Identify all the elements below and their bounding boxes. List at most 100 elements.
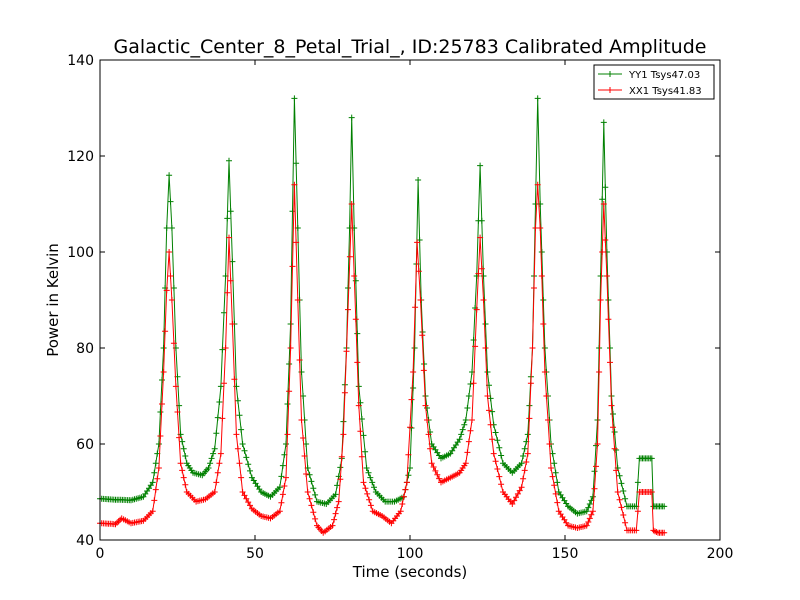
data-point (477, 162, 484, 169)
data-point (420, 367, 427, 374)
data-point (224, 215, 231, 222)
data-point (489, 436, 496, 443)
data-point (608, 402, 615, 409)
data-point (405, 472, 412, 479)
data-point (363, 465, 370, 471)
data-point (340, 431, 347, 438)
data-point (417, 297, 424, 303)
data-point (552, 490, 559, 497)
data-point (402, 486, 409, 493)
data-point (207, 460, 214, 467)
data-point (583, 508, 590, 515)
data-point (602, 184, 609, 191)
data-point (338, 453, 345, 460)
data-point (281, 483, 288, 489)
data-point (459, 426, 466, 433)
series-1 (97, 181, 668, 536)
data-point (498, 481, 505, 488)
data-point (360, 479, 367, 486)
data-point (213, 479, 220, 486)
data-point (170, 285, 177, 291)
data-point (312, 491, 319, 498)
data-point (610, 424, 616, 431)
data-point (236, 412, 243, 419)
data-point (634, 508, 641, 515)
x-tick-label: 100 (397, 546, 424, 562)
legend-marker (607, 87, 613, 93)
data-point (300, 435, 307, 441)
plot-area (97, 95, 668, 536)
data-point (239, 489, 246, 495)
data-point (364, 490, 371, 497)
data-point (304, 489, 311, 495)
legend-label: YY1 Tsys47.03 (628, 70, 700, 81)
data-point (352, 316, 359, 323)
data-point (289, 208, 296, 215)
data-point (166, 249, 173, 255)
data-point (403, 479, 410, 486)
data-point (163, 225, 170, 231)
data-point (599, 249, 606, 255)
y-axis-label: Power in Kelvin (44, 243, 62, 357)
data-point (430, 464, 437, 470)
data-point (614, 489, 621, 495)
data-point (211, 445, 218, 452)
data-point (174, 409, 181, 415)
y-tick-label: 100 (67, 245, 94, 261)
data-point (211, 489, 218, 495)
data-point (478, 265, 485, 272)
data-point (329, 522, 336, 529)
data-point (234, 397, 241, 404)
data-point (520, 475, 527, 482)
data-point (294, 297, 301, 303)
data-point (616, 496, 623, 503)
data-point (591, 468, 598, 475)
data-point (518, 484, 525, 491)
data-point (241, 447, 248, 454)
data-point (247, 502, 253, 509)
y-tick-label: 40 (76, 533, 94, 549)
data-point (475, 270, 482, 277)
data-point (278, 473, 285, 480)
data-point (227, 277, 234, 284)
data-point (613, 467, 620, 474)
data-point (371, 484, 377, 491)
data-point (648, 455, 655, 462)
plot-frame (99, 59, 721, 541)
data-point (276, 508, 283, 515)
data-point (434, 471, 441, 478)
data-point (472, 343, 479, 350)
data-point (159, 401, 165, 407)
data-point (540, 321, 547, 327)
data-point (160, 369, 167, 375)
data-point (586, 501, 593, 507)
data-point (301, 453, 308, 459)
data-point (480, 273, 487, 279)
data-point (365, 469, 372, 476)
data-point (600, 119, 607, 126)
data-point (219, 415, 226, 422)
data-point (345, 306, 351, 313)
data-point (149, 479, 156, 486)
data-point (358, 453, 365, 460)
data-point (222, 345, 229, 351)
data-point (238, 474, 245, 481)
data-point (480, 297, 487, 303)
data-point (276, 484, 283, 491)
data-point (334, 504, 341, 511)
data-point (605, 297, 612, 303)
data-point (611, 429, 618, 435)
data-point (332, 510, 339, 517)
data-point (551, 460, 558, 467)
data-point (597, 297, 604, 303)
data-point (279, 491, 286, 498)
data-point (306, 495, 313, 502)
data-point (537, 225, 544, 231)
data-point (537, 201, 544, 207)
data-point (415, 177, 422, 183)
data-point (603, 273, 610, 279)
data-point (179, 438, 186, 445)
data-point (411, 345, 418, 351)
data-point (224, 289, 231, 296)
data-point (355, 383, 362, 390)
